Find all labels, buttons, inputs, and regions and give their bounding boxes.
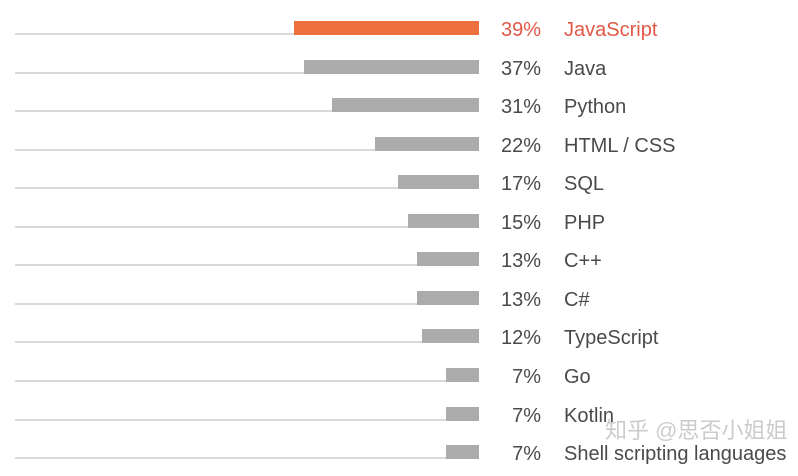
bar bbox=[294, 21, 479, 36]
category-label: PHP bbox=[564, 211, 606, 234]
chart-row: 31% Python bbox=[0, 74, 798, 117]
chart-row: 22% HTML / CSS bbox=[0, 112, 798, 156]
bar-track bbox=[15, 290, 479, 305]
bar-track bbox=[15, 136, 479, 151]
value-label: 22% bbox=[500, 134, 541, 157]
value-label: 17% bbox=[500, 173, 541, 196]
bar bbox=[445, 406, 479, 421]
value-label: 39% bbox=[500, 19, 541, 42]
bar-track bbox=[15, 21, 479, 36]
category-label: C++ bbox=[564, 250, 602, 273]
category-label: Kotlin bbox=[564, 404, 615, 427]
bar-track bbox=[15, 329, 479, 344]
bar-track bbox=[15, 213, 479, 228]
bar bbox=[445, 367, 479, 382]
bar bbox=[422, 329, 479, 344]
bar-track bbox=[15, 59, 479, 74]
bar-leader-line bbox=[15, 71, 479, 74]
category-label: C# bbox=[564, 288, 590, 311]
chart-row: 17% SQL bbox=[0, 151, 798, 194]
bar bbox=[445, 445, 479, 460]
bar-leader-line bbox=[15, 110, 479, 113]
category-label: Python bbox=[564, 96, 627, 119]
value-label: 37% bbox=[500, 57, 541, 80]
category-label: Go bbox=[564, 365, 591, 388]
value-label: 31% bbox=[500, 96, 541, 119]
bar bbox=[417, 290, 479, 305]
category-label: JavaScript bbox=[564, 19, 658, 42]
value-label: 13% bbox=[500, 288, 541, 311]
bar-track bbox=[15, 406, 479, 421]
bar-leader-line bbox=[15, 264, 479, 267]
bar-track bbox=[15, 98, 479, 113]
bar-track bbox=[15, 175, 479, 190]
bar-leader-line bbox=[15, 379, 479, 382]
bar-leader-line bbox=[15, 148, 479, 151]
chart-row: 13% C++ bbox=[0, 228, 798, 271]
chart-row: 7% Kotlin bbox=[0, 382, 798, 426]
bar-leader-line bbox=[15, 341, 479, 344]
chart-row: 12% TypeScript bbox=[0, 305, 798, 348]
chart-row: 39% JavaScript bbox=[0, 0, 798, 40]
chart-row: 15% PHP bbox=[0, 189, 798, 233]
chart-row: 7% Go bbox=[0, 343, 798, 387]
chart-row: 37% Java bbox=[0, 35, 798, 79]
bar bbox=[332, 98, 479, 113]
bar-leader-line bbox=[15, 187, 479, 190]
value-label: 13% bbox=[500, 250, 541, 273]
chart-rows: 39% JavaScript 37% Java 31% Python 22% HTML / C… bbox=[0, 0, 798, 464]
bar-track bbox=[15, 445, 479, 460]
chart-row: 7% Shell scripting languages bbox=[0, 421, 798, 464]
value-label: 12% bbox=[500, 327, 541, 350]
category-label: HTML / CSS bbox=[564, 134, 676, 157]
bar-track bbox=[15, 252, 479, 267]
category-label: Shell scripting languages bbox=[564, 443, 787, 466]
bar-leader-line bbox=[15, 225, 479, 228]
bar-leader-line bbox=[15, 302, 479, 305]
chart-row: 13% C# bbox=[0, 266, 798, 310]
value-label: 7% bbox=[512, 404, 541, 427]
bar-leader-line bbox=[15, 418, 479, 421]
value-label: 7% bbox=[512, 365, 541, 388]
bar bbox=[303, 59, 479, 74]
category-label: SQL bbox=[564, 173, 605, 196]
bar bbox=[407, 213, 479, 228]
bar-leader-line bbox=[15, 457, 479, 460]
category-label: Java bbox=[564, 57, 607, 80]
bar-track bbox=[15, 367, 479, 382]
category-label: TypeScript bbox=[564, 327, 659, 350]
bar bbox=[398, 175, 479, 190]
bar bbox=[417, 252, 479, 267]
bar bbox=[374, 136, 479, 151]
bar-leader-line bbox=[15, 33, 479, 36]
value-label: 15% bbox=[500, 211, 541, 234]
value-label: 7% bbox=[512, 443, 541, 466]
